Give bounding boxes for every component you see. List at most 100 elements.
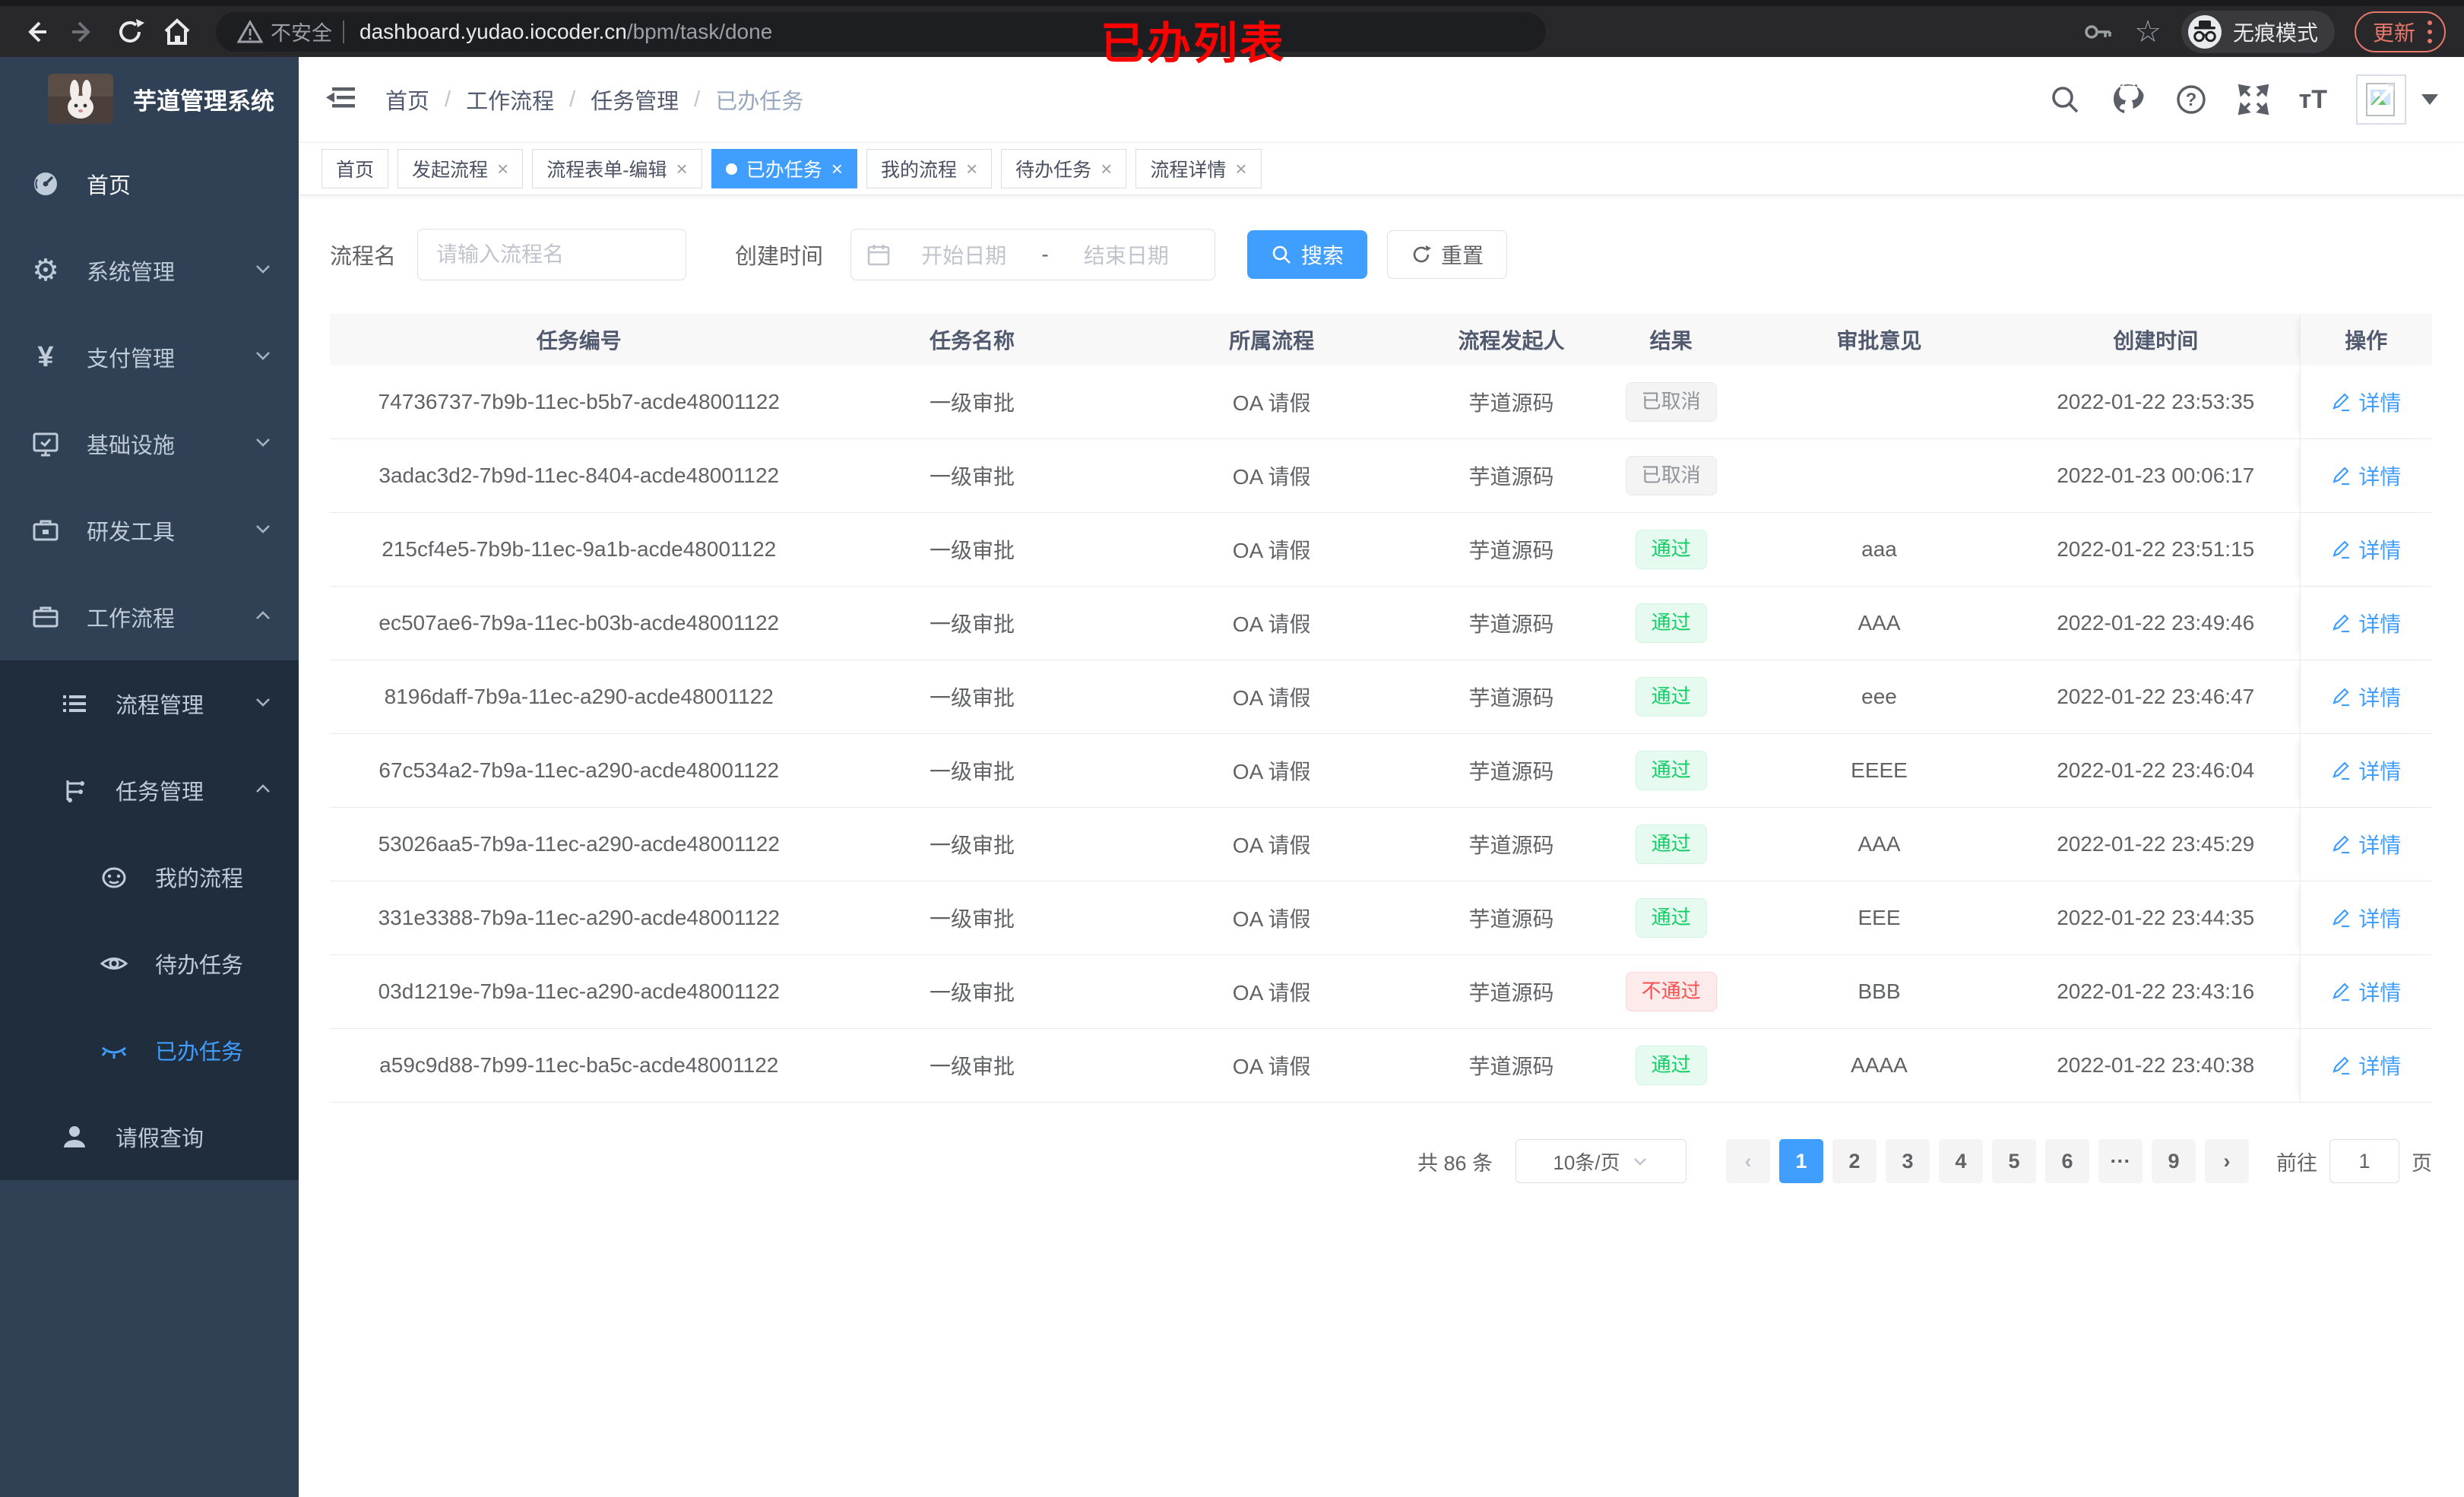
update-button[interactable]: 更新 [2354,11,2446,52]
tab-close-icon[interactable]: × [497,157,509,180]
page-button-9[interactable]: 9 [2152,1139,2196,1183]
url-path: /bpm/task/done [626,19,773,43]
reload-icon[interactable] [112,14,147,49]
detail-link[interactable]: 详情 [2331,1050,2401,1081]
result-cell: 通过 [1595,1046,1747,1085]
forward-icon[interactable] [65,14,100,49]
detail-link[interactable]: 详情 [2331,976,2401,1007]
tab-2[interactable]: 流程表单-编辑 × [532,149,702,188]
tab-6[interactable]: 流程详情 × [1135,149,1262,188]
page-button-1[interactable]: 1 [1779,1139,1823,1183]
detail-label: 详情 [2358,539,2402,562]
page-size-select[interactable]: 10条/页 [1515,1139,1686,1183]
font-size-icon[interactable]: тT [2298,84,2327,114]
breadcrumb-task-management[interactable]: 任务管理 [591,90,679,114]
process-name-input[interactable] [417,229,687,280]
chevron-down-icon [253,259,273,283]
key-icon[interactable] [2081,15,2114,49]
task-id: 53026aa5-7b9a-11ec-a290-acde48001122 [378,832,780,856]
sidebar-item-process-management[interactable]: 流程管理 [0,660,299,747]
tab-3[interactable]: 已办任务 × [711,149,857,188]
browser-menu-icon[interactable] [2428,18,2432,46]
sidebar-item-devtools[interactable]: 研发工具 [0,487,299,574]
search-button[interactable]: 搜索 [1247,230,1368,279]
avatar-caret-icon[interactable] [2421,94,2438,105]
col-header-create-time: 创建时间 [2113,329,2199,353]
sidebar-item-infrastructure[interactable]: 基础设施 [0,400,299,487]
col-header-task-id: 任务编号 [536,329,622,353]
process-starter: 芋道源码 [1468,981,1554,1005]
sidebar-item-payment[interactable]: ¥ 支付管理 [0,314,299,400]
avatar[interactable] [2356,74,2406,125]
search-button-icon [1272,245,1291,264]
detail-link[interactable]: 详情 [2331,387,2401,417]
process-name: OA 请假 [1232,1055,1311,1078]
detail-link[interactable]: 详情 [2331,829,2401,859]
home-icon[interactable] [160,14,195,49]
sidebar-item-todo-tasks[interactable]: 待办任务 [0,920,299,1007]
tab-close-icon[interactable]: × [965,157,978,180]
pagination-total: 共 86 条 [1417,1151,1493,1175]
page-more-button[interactable]: ··· [2098,1139,2143,1183]
result-cell: 已取消 [1595,382,1747,422]
goto-page-input[interactable] [2329,1139,2399,1183]
detail-link[interactable]: 详情 [2331,460,2401,491]
back-icon[interactable] [18,14,53,49]
sidebar-item-my-process[interactable]: 我的流程 [0,834,299,920]
tab-4[interactable]: 我的流程 × [866,149,993,188]
edit-pencil-icon [2333,467,2350,486]
tab-close-icon[interactable]: × [831,157,843,180]
next-page-button[interactable]: › [2205,1139,2249,1183]
table-row: 74736737-7b9b-11ec-b5b7-acde48001122 一级审… [330,366,2432,439]
github-icon[interactable] [2111,82,2146,117]
detail-link[interactable]: 详情 [2331,682,2401,712]
breadcrumb-workflow[interactable]: 工作流程 [466,90,555,114]
sidebar-item-system[interactable]: ⚙ 系统管理 [0,227,299,314]
sidebar-item-leave-query[interactable]: 请假查询 [0,1093,299,1180]
app-logo-row[interactable]: 芋道管理系统 [0,57,299,141]
tab-close-icon[interactable]: × [676,157,688,180]
tab-0[interactable]: 首页 [321,149,389,188]
page-button-6[interactable]: 6 [2045,1139,2089,1183]
detail-link[interactable]: 详情 [2331,755,2401,786]
fullscreen-icon[interactable] [2237,83,2270,116]
chevron-down-icon [1633,1158,1646,1166]
filter-bar: 流程名 创建时间 开始日期 - 结束日期 搜索 重置 [330,229,2432,280]
task-id: 03d1219e-7b9a-11ec-a290-acde48001122 [378,980,780,1003]
page-button-4[interactable]: 4 [1939,1139,1983,1183]
detail-link[interactable]: 详情 [2331,534,2401,565]
tab-close-icon[interactable]: × [1235,157,1247,180]
bookmark-star-icon[interactable]: ☆ [2134,14,2162,49]
active-tab-dot [725,163,737,175]
tab-close-icon[interactable]: × [1101,157,1113,180]
svg-text:?: ? [2185,90,2196,110]
detail-link[interactable]: 详情 [2331,903,2401,933]
help-icon[interactable]: ? [2174,83,2208,116]
url-bar[interactable]: 不安全 dashboard.yudao.iocoder.cn/bpm/task/… [216,11,1546,52]
reset-button[interactable]: 重置 [1387,230,1508,279]
edit-pencil-icon [2333,614,2350,633]
date-range-picker[interactable]: 开始日期 - 结束日期 [850,229,1216,280]
process-starter: 芋道源码 [1468,1055,1554,1078]
sidebar-collapse-icon[interactable] [325,83,358,117]
sidebar-item-task-management[interactable]: 任务管理 [0,747,299,834]
breadcrumb-home[interactable]: 首页 [385,90,430,114]
page-button-5[interactable]: 5 [1992,1139,2036,1183]
approve-comment: EEE [1858,906,1901,929]
create-time: 2022-01-22 23:44:35 [2057,906,2255,929]
security-label: 不安全 [271,22,332,45]
page-button-3[interactable]: 3 [1886,1139,1930,1183]
table-header: 任务编号 任务名称 所属流程 流程发起人 结果 审批意见 创建时间 操作 [330,314,2432,366]
table-row: 3adac3d2-7b9d-11ec-8404-acde48001122 一级审… [330,439,2432,513]
edit-pencil-icon [2333,835,2350,854]
sidebar-item-home[interactable]: 首页 [0,141,299,227]
detail-link[interactable]: 详情 [2331,608,2401,638]
sidebar-item-done-tasks[interactable]: 已办任务 [0,1007,299,1093]
search-icon[interactable] [2048,83,2082,116]
process-starter: 芋道源码 [1468,907,1554,931]
prev-page-button[interactable]: ‹ [1726,1139,1770,1183]
tab-1[interactable]: 发起流程 × [397,149,524,188]
sidebar-item-workflow[interactable]: 工作流程 [0,574,299,660]
page-button-2[interactable]: 2 [1832,1139,1877,1183]
tab-5[interactable]: 待办任务 × [1001,149,1127,188]
